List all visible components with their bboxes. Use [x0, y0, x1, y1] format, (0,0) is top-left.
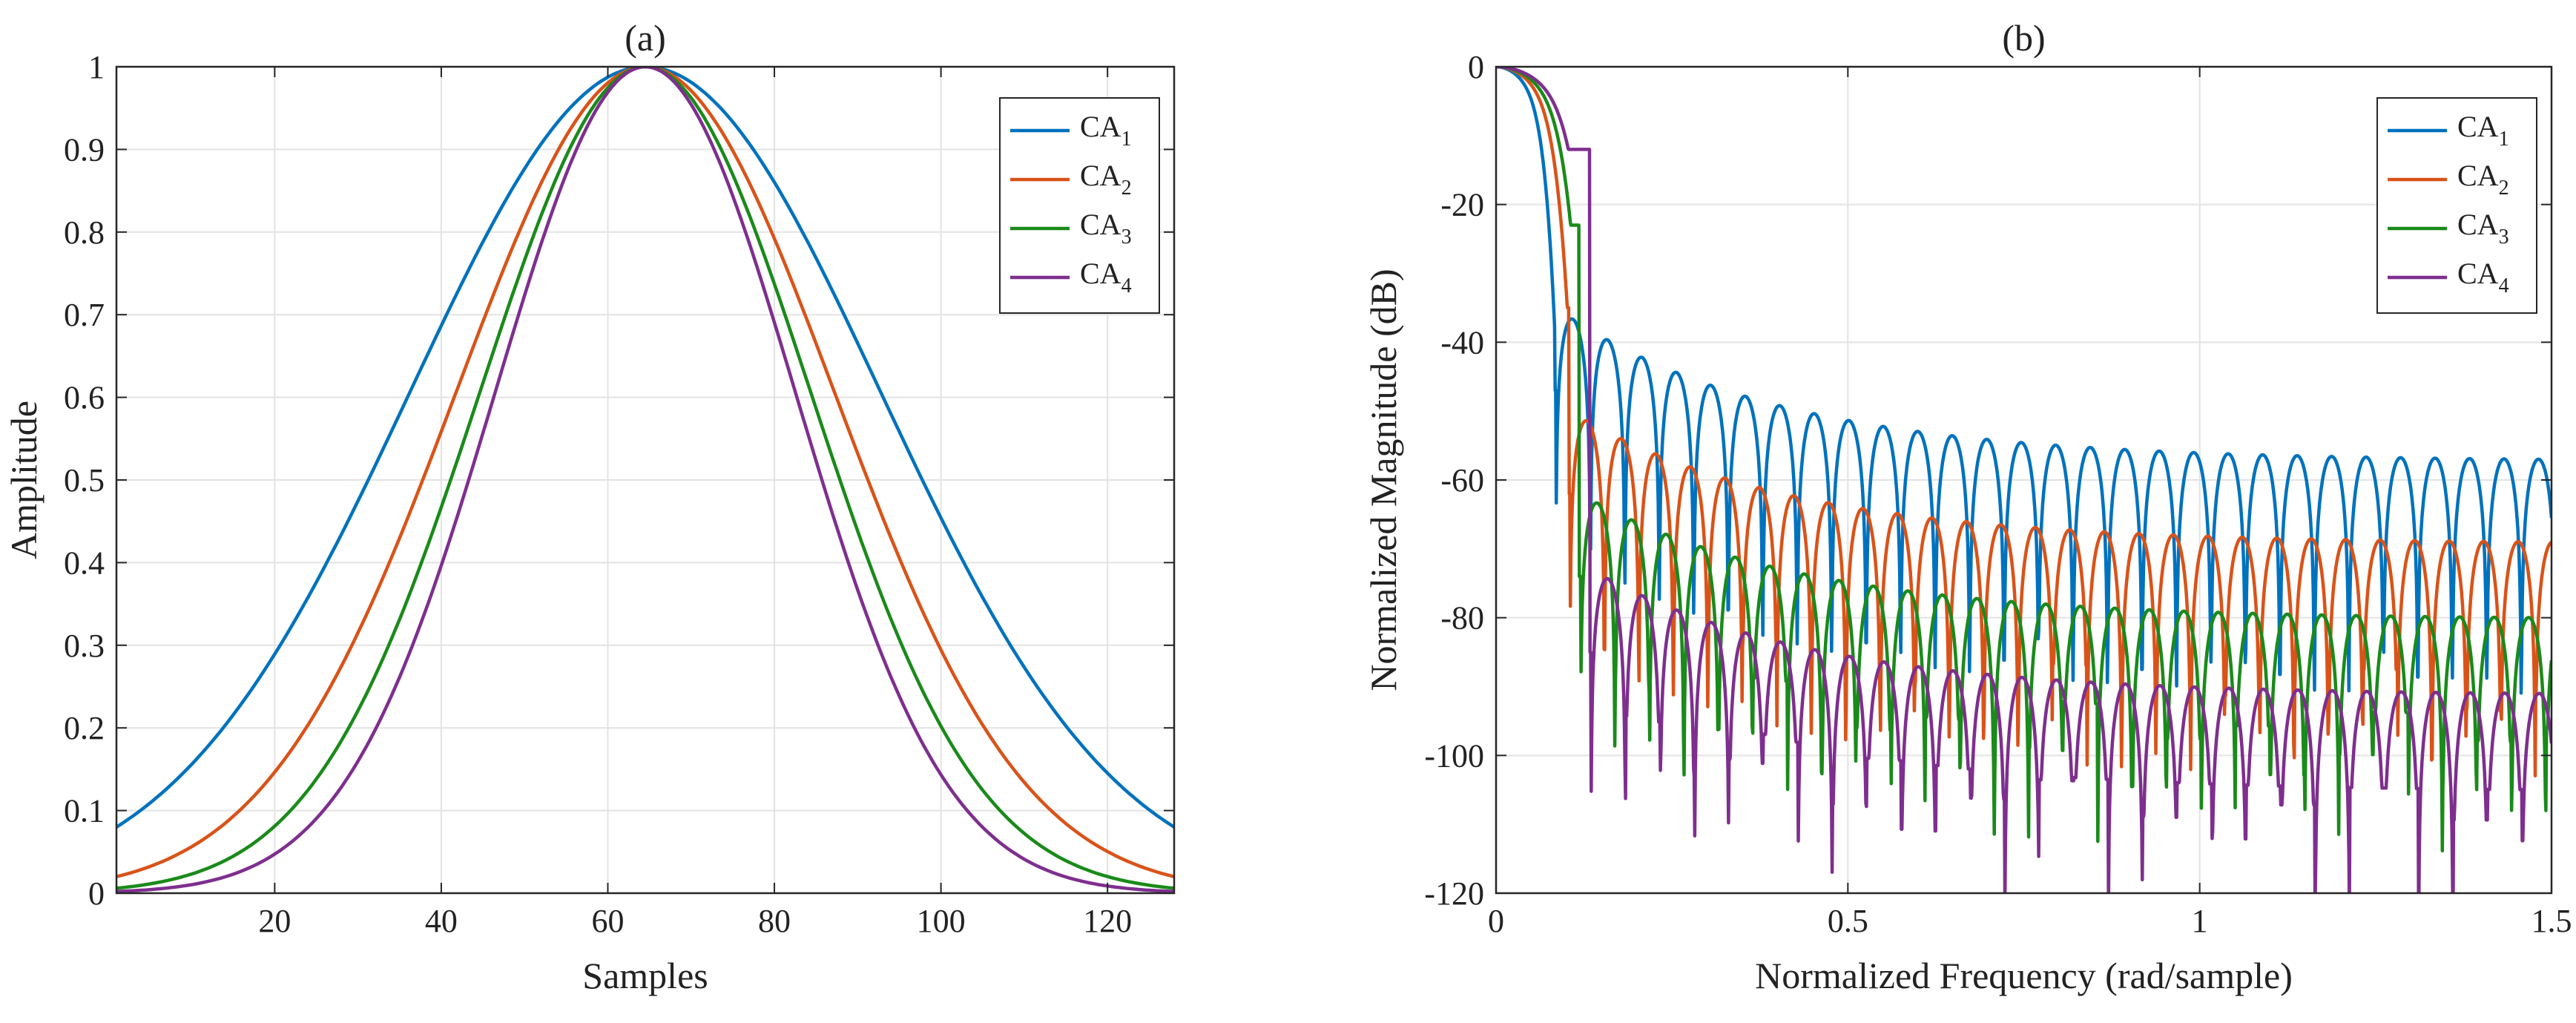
x-axis-label: Samples — [582, 955, 708, 996]
y-tick-label: -80 — [1440, 600, 1484, 637]
y-tick-label: 0.4 — [64, 545, 105, 581]
y-tick-label: 0.1 — [64, 793, 105, 829]
y-tick-label: 0.9 — [64, 131, 105, 168]
x-tick-label: 20 — [258, 903, 291, 939]
series-line-ca3 — [116, 67, 1174, 890]
y-tick-label: -60 — [1440, 462, 1484, 499]
legend-label: CA2 — [2457, 159, 2509, 200]
x-axis-label: Normalized Frequency (rad/sample) — [1755, 955, 2293, 996]
legend: CA1 CA2 CA3 CA4 — [999, 97, 1160, 314]
y-tick-label: -40 — [1440, 324, 1484, 361]
legend-label: CA3 — [1080, 208, 1132, 249]
y-tick-label: 0.6 — [64, 380, 105, 416]
y-tick-label: 0.3 — [64, 628, 105, 664]
series-group — [116, 67, 1174, 893]
x-tick-label: 60 — [591, 903, 624, 939]
chart-panel-a: 20 40 60 80 100 120 0 0.1 0.2 0.3 0.4 0.5 0.6 0.7 0.8 0… — [3, 17, 1176, 996]
x-tick-label: 0.5 — [1828, 903, 1868, 939]
legend-label: CA1 — [1080, 110, 1132, 151]
legend-label: CA1 — [2457, 110, 2509, 151]
y-tick-label: 0 — [88, 875, 105, 912]
x-tick-label: 120 — [1083, 903, 1132, 939]
y-tick-label: 0 — [1468, 49, 1484, 85]
legend-label: CA2 — [1080, 159, 1132, 200]
x-tick-label: 0 — [1488, 903, 1504, 939]
x-tick-label: 80 — [758, 903, 791, 939]
y-tick-label: 0.5 — [64, 462, 105, 499]
y-axis-label: Amplitude — [3, 401, 45, 559]
x-tick-label: 100 — [917, 903, 966, 939]
series-line-ca2 — [1496, 67, 2552, 778]
x-tick-label: 1.5 — [2531, 903, 2572, 939]
y-tick-label: -20 — [1440, 187, 1484, 223]
y-tick-label: 0.2 — [64, 710, 105, 746]
series-line-ca2 — [116, 67, 1174, 878]
chart-panel-b: 0 0.5 1 1.5 0 -20 -40 -60 -80 -100 -120 (b) Normaliz… — [1363, 17, 2572, 996]
series-line-ca4 — [1496, 67, 2552, 893]
y-tick-label: -120 — [1424, 875, 1484, 912]
series-group — [1496, 67, 2552, 893]
x-tick-label: 40 — [425, 903, 458, 939]
legend-label: CA4 — [2457, 257, 2509, 297]
chart-title: (a) — [625, 17, 666, 59]
x-tick-label: 1 — [2192, 903, 2208, 939]
y-tick-label: 0.8 — [64, 214, 105, 251]
legend-label: CA3 — [2457, 208, 2509, 249]
y-tick-label: 0.7 — [64, 297, 105, 333]
chart-title: (b) — [2002, 17, 2045, 59]
legend-label: CA4 — [1080, 257, 1132, 297]
y-tick-label: -100 — [1424, 737, 1484, 774]
series-line-ca4 — [116, 67, 1174, 893]
series-line-ca1 — [1496, 67, 2552, 695]
y-tick-label: 1 — [88, 49, 105, 85]
y-axis-label: Normalized Magnitude (dB) — [1363, 269, 1404, 691]
series-line-ca1 — [116, 67, 1174, 829]
legend: CA1 CA2 CA3 CA4 — [2376, 97, 2537, 314]
